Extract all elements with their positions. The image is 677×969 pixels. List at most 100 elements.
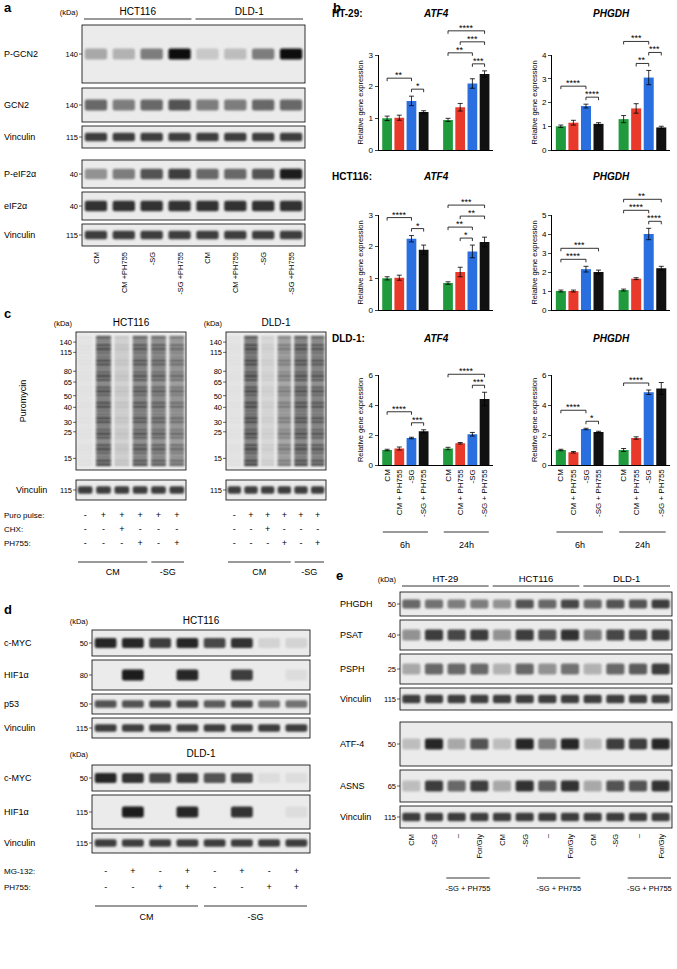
svg-text:140: 140 [209,338,222,347]
svg-text:-: - [213,866,216,876]
svg-text:-SG: -SG [611,834,620,848]
svg-text:-: - [233,538,236,548]
svg-text:PHGDH: PHGDH [593,333,630,344]
svg-text:Vinculin: Vinculin [16,485,47,495]
svg-text:***: *** [473,56,484,66]
svg-text:-: - [102,538,105,548]
svg-text:+: + [265,510,270,520]
svg-text:+: + [130,866,135,876]
svg-text:-SG: -SG [301,567,317,577]
svg-text:+: + [248,510,253,520]
svg-text:115: 115 [76,839,88,848]
svg-text:4: 4 [542,401,547,410]
svg-text:-: - [104,882,107,892]
svg-text:CM: CM [444,469,453,482]
svg-text:p53: p53 [4,699,19,709]
svg-text:4: 4 [542,51,547,60]
svg-text:+: + [119,510,124,520]
svg-text:-: - [283,524,286,534]
svg-text:P-eIF2α: P-eIF2α [4,169,36,179]
svg-text:**: ** [638,191,646,201]
svg-text:ATF4: ATF4 [423,8,449,19]
svg-text:-: - [84,538,87,548]
svg-text:3: 3 [369,51,374,60]
svg-text:c-MYC: c-MYC [4,773,32,783]
svg-text:GCN2: GCN2 [4,100,29,110]
svg-text:***: *** [574,240,585,250]
svg-text:HIF1α: HIF1α [4,670,29,680]
svg-text:25: 25 [388,665,396,674]
svg-text:CM +PH755: CM +PH755 [231,252,240,293]
svg-text:50: 50 [80,774,88,783]
svg-text:CM: CM [407,834,416,846]
svg-text:1: 1 [369,114,374,123]
svg-text:ATF4: ATF4 [423,171,449,182]
svg-text:-: - [139,524,142,534]
svg-text:+: + [156,510,161,520]
svg-text:115: 115 [60,348,72,357]
svg-text:–: – [453,833,462,838]
svg-text:+: + [298,510,303,520]
svg-text:+: + [294,866,299,876]
svg-text:-SG: -SG [468,469,477,483]
svg-text:HCT116: HCT116 [183,615,220,626]
svg-text:+: + [157,882,162,892]
svg-text:-: - [102,524,105,534]
svg-text:115: 115 [384,695,396,704]
svg-text:*: * [590,413,594,423]
svg-text:CM: CM [589,834,598,846]
svg-text:-: - [250,538,253,548]
svg-text:DLD-1: DLD-1 [262,317,291,328]
svg-text:CM + PH755: CM + PH755 [456,469,465,516]
svg-text:Vinculin: Vinculin [4,132,35,142]
svg-text:Relative gene expression: Relative gene expression [356,60,365,144]
svg-text:***: *** [631,33,642,43]
svg-text:80: 80 [64,367,72,376]
svg-text:****: **** [459,23,474,33]
svg-text:–: – [543,833,552,838]
svg-text:6: 6 [369,371,374,380]
svg-text:5: 5 [542,211,547,220]
svg-text:*: * [416,81,420,91]
svg-text:–: – [634,833,643,838]
svg-text:2: 2 [369,82,374,91]
svg-text:115: 115 [76,808,88,817]
svg-text:DLD-1:: DLD-1: [332,333,365,344]
svg-text:PH755:: PH755: [4,539,31,548]
svg-text:(kDa): (kDa) [60,8,79,17]
svg-text:2: 2 [542,268,547,277]
svg-text:1: 1 [542,122,547,131]
svg-text:115: 115 [66,231,78,240]
svg-text:CM: CM [203,252,212,264]
svg-text:-: - [157,538,160,548]
svg-text:1: 1 [542,287,547,296]
svg-text:+: + [185,882,190,892]
svg-text:Relative gene expression: Relative gene expression [356,220,365,304]
svg-text:ATF-4: ATF-4 [340,739,364,749]
svg-text:+: + [119,524,124,534]
svg-text:-SG: -SG [644,469,653,483]
svg-text:+: + [282,538,287,548]
svg-text:PHGDH: PHGDH [593,171,630,182]
svg-text:**: ** [456,219,464,229]
svg-text:PSAT: PSAT [340,630,363,640]
svg-text:-SG + PH755: -SG + PH755 [536,884,581,893]
svg-text:25: 25 [64,428,72,437]
svg-text:-SG + PH755: -SG + PH755 [419,469,428,517]
svg-text:24h: 24h [635,540,650,550]
svg-text:40: 40 [70,202,78,211]
svg-text:40: 40 [64,403,72,412]
svg-text:50: 50 [64,392,72,401]
svg-text:a: a [4,0,12,15]
svg-text:-: - [240,882,243,892]
svg-text:Relative gene expression: Relative gene expression [530,220,539,304]
svg-text:1: 1 [369,274,374,283]
svg-text:30: 30 [64,418,72,427]
svg-text:40: 40 [70,170,78,179]
svg-text:HIF1α: HIF1α [4,807,29,817]
svg-text:ATF4: ATF4 [423,333,449,344]
svg-text:Vinculin: Vinculin [4,838,35,848]
svg-text:d: d [4,602,12,617]
svg-text:+: + [266,882,271,892]
svg-text:Relative gene expression: Relative gene expression [356,378,365,462]
